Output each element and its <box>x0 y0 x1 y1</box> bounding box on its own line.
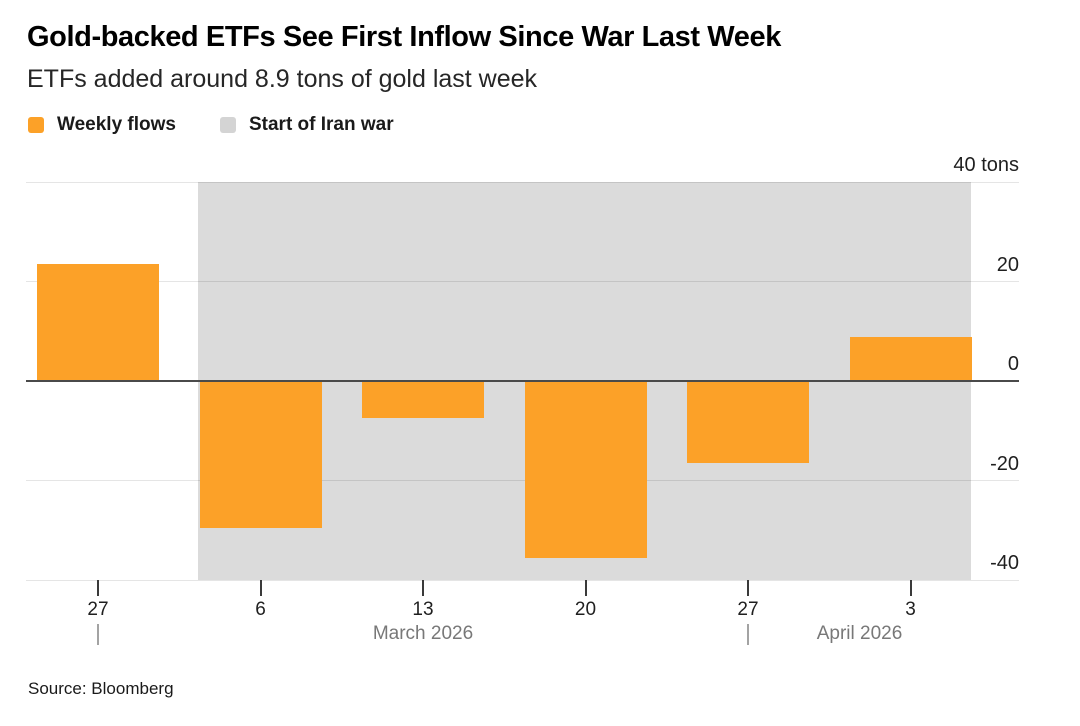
x-axis-label: 6 <box>255 599 266 620</box>
x-axis-label: 27 <box>87 599 109 620</box>
bar-weekly-flow <box>199 381 322 528</box>
month-separator <box>747 624 749 645</box>
y-axis-label: -40 <box>990 552 1019 574</box>
bar-weekly-flow <box>362 381 484 419</box>
page-subtitle: ETFs added around 8.9 tons of gold last … <box>27 65 538 93</box>
y-axis-label: 20 <box>996 253 1019 276</box>
x-axis-label: 3 <box>905 599 916 620</box>
page-title: Gold-backed ETFs See First Inflow Since … <box>27 21 781 53</box>
source-attribution: Source: Bloomberg <box>28 679 174 698</box>
x-axis-tick <box>422 580 424 596</box>
legend: Weekly flows Start of Iran war <box>28 114 394 136</box>
legend-item-iran-war: Start of Iran war <box>219 114 394 136</box>
x-axis-tick <box>97 580 99 596</box>
weekly-flows-swatch-icon <box>28 117 44 133</box>
legend-label-weekly-flows: Weekly flows <box>57 114 176 135</box>
y-axis-label: -20 <box>990 452 1019 475</box>
zero-baseline <box>26 380 1019 382</box>
y-axis-label: 40 tons <box>953 154 1019 176</box>
y-gridline <box>26 480 1019 481</box>
x-axis-tick <box>909 580 912 596</box>
x-axis-label: 13 <box>412 599 434 620</box>
x-axis-tick <box>747 580 749 596</box>
month-label: April 2026 <box>816 623 903 644</box>
legend-label-iran-war: Start of Iran war <box>248 114 394 135</box>
y-gridline <box>26 281 1019 282</box>
month-separator <box>97 624 99 645</box>
y-axis-label: 0 <box>1007 353 1019 375</box>
y-gridline <box>26 579 1019 581</box>
bar-weekly-flow <box>849 336 972 381</box>
bar-weekly-flow <box>37 264 159 381</box>
bar-weekly-flow <box>687 381 809 464</box>
y-gridline <box>26 181 1019 183</box>
month-label: March 2026 <box>372 623 474 644</box>
x-axis-tick <box>584 580 587 596</box>
bar-weekly-flow <box>524 381 647 558</box>
x-axis-tick <box>259 580 262 596</box>
iran-war-swatch-icon <box>219 117 236 133</box>
x-axis-label: 27 <box>737 599 759 620</box>
legend-item-weekly-flows: Weekly flows <box>28 114 176 136</box>
x-axis-label: 20 <box>574 599 597 620</box>
